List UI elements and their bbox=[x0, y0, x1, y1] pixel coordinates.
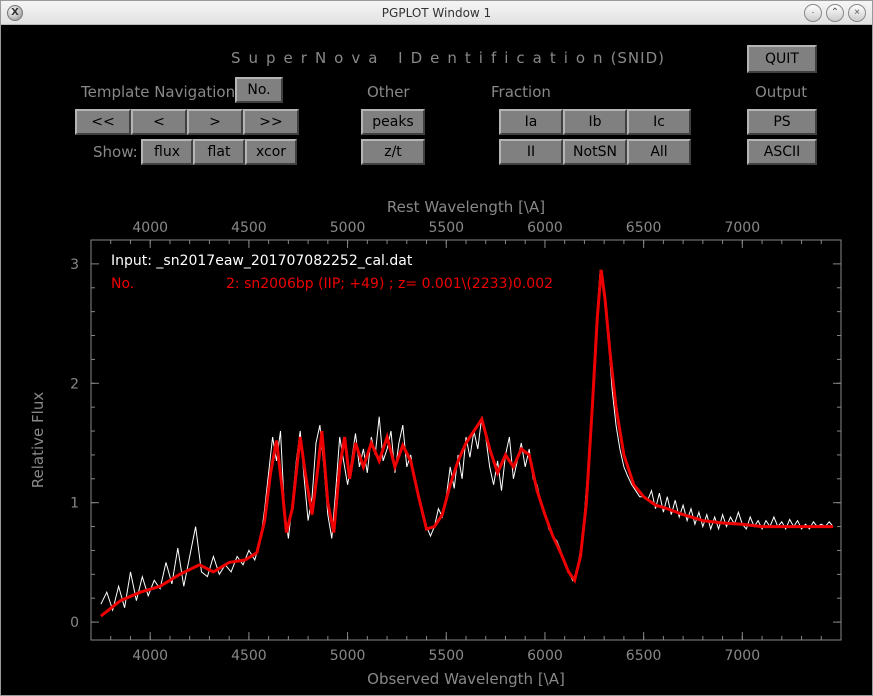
template-number-button[interactable]: No. bbox=[235, 77, 283, 103]
other-zt-button[interactable]: z/t bbox=[361, 139, 425, 165]
show-flux-button[interactable]: flux bbox=[141, 139, 193, 165]
y-tick-label: 2 bbox=[70, 376, 79, 392]
x-top-tick-label: 7000 bbox=[724, 220, 760, 236]
fraction-Ic-button[interactable]: Ic bbox=[627, 109, 691, 135]
fraction-section-label: Fraction bbox=[491, 83, 551, 101]
titlebar: X PGPLOT Window 1 · ⌃ × bbox=[1, 1, 872, 25]
other-peaks-button[interactable]: peaks bbox=[361, 109, 425, 135]
output-ps-button[interactable]: PS bbox=[747, 109, 817, 135]
output-section-label: Output bbox=[755, 83, 807, 101]
input-annotation: Input: _sn2017eaw_201707082252_cal.dat bbox=[111, 253, 413, 269]
x-tick-label: 5500 bbox=[428, 648, 464, 664]
quit-button[interactable]: QUIT bbox=[747, 45, 817, 73]
nav-first-button[interactable]: << bbox=[75, 109, 131, 135]
nav-prev-button[interactable]: < bbox=[131, 109, 187, 135]
y-axis-label: Relative Flux bbox=[29, 392, 47, 489]
top-axis-label: Rest Wavelength [\A] bbox=[387, 198, 545, 216]
fraction-NotSN-button[interactable]: NotSN bbox=[563, 139, 627, 165]
show-label: Show: bbox=[93, 143, 138, 161]
y-tick-label: 3 bbox=[70, 257, 79, 273]
show-flat-button[interactable]: flat bbox=[193, 139, 245, 165]
nav-next-button[interactable]: > bbox=[187, 109, 243, 135]
app-window: X PGPLOT Window 1 · ⌃ × SuperNova IDenti… bbox=[0, 0, 873, 696]
minimize-icon[interactable]: · bbox=[804, 4, 822, 22]
app-title: SuperNova IDentification(SNID) bbox=[231, 49, 665, 67]
spectrum-plot: 4000 4000 4500 4500 5000 5000 5500 5500 6000 6000… bbox=[1, 180, 872, 685]
x-top-tick-label: 4500 bbox=[231, 220, 267, 236]
x-top-tick-label: 5500 bbox=[428, 220, 464, 236]
template-no-label: No. bbox=[111, 276, 134, 292]
maximize-icon[interactable]: ⌃ bbox=[826, 4, 844, 22]
y-tick-label: 1 bbox=[70, 496, 79, 512]
x-top-tick-label: 6000 bbox=[527, 220, 563, 236]
window-title: PGPLOT Window 1 bbox=[1, 6, 872, 20]
template-annotation: 2: sn2006bp (IIP; +49) ; z= 0.001\(2233)… bbox=[226, 276, 553, 292]
x-tick-label: 4000 bbox=[132, 648, 168, 664]
fraction-Ia-button[interactable]: Ia bbox=[499, 109, 563, 135]
x-tick-label: 6500 bbox=[626, 648, 662, 664]
fraction-All-button[interactable]: All bbox=[627, 139, 691, 165]
app-title-main: SuperNova IDentification bbox=[231, 49, 611, 67]
show-xcor-button[interactable]: xcor bbox=[245, 139, 297, 165]
other-section-label: Other bbox=[367, 83, 410, 101]
app-icon: X bbox=[7, 5, 23, 21]
nav-last-button[interactable]: >> bbox=[243, 109, 299, 135]
y-tick-label: 0 bbox=[70, 615, 79, 631]
x-tick-label: 6000 bbox=[527, 648, 563, 664]
fraction-Ib-button[interactable]: Ib bbox=[563, 109, 627, 135]
x-top-tick-label: 5000 bbox=[330, 220, 366, 236]
output-ascii-button[interactable]: ASCII bbox=[747, 139, 817, 165]
x-top-tick-label: 4000 bbox=[132, 220, 168, 236]
app-title-paren: (SNID) bbox=[611, 49, 665, 67]
nav-section-label: Template Navigation bbox=[81, 83, 235, 101]
fraction-II-button[interactable]: II bbox=[499, 139, 563, 165]
x-tick-label: 4500 bbox=[231, 648, 267, 664]
content-area: SuperNova IDentification(SNID) QUIT Temp… bbox=[1, 25, 872, 695]
x-tick-label: 7000 bbox=[724, 648, 760, 664]
x-tick-label: 5000 bbox=[330, 648, 366, 664]
x-top-tick-label: 6500 bbox=[626, 220, 662, 236]
bottom-axis-label: Observed Wavelength [\A] bbox=[367, 670, 565, 688]
close-icon[interactable]: × bbox=[848, 4, 866, 22]
